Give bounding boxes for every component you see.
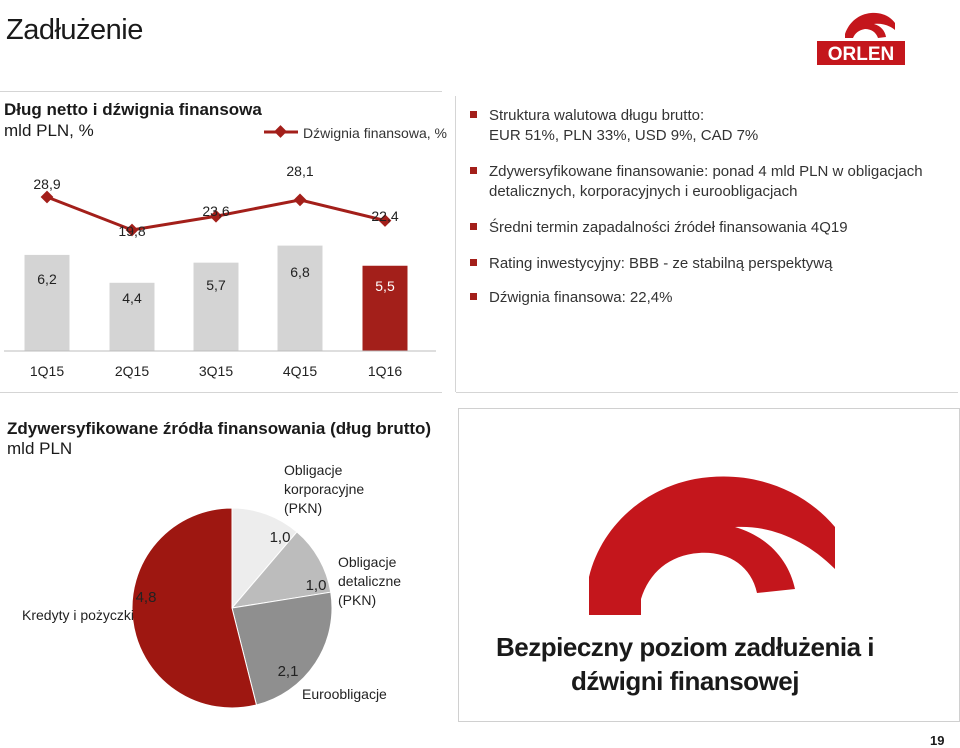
bullet-square-icon <box>470 167 477 174</box>
summary-headline-line2: dźwigni finansowej <box>571 666 799 696</box>
pie-category-label: Kredyty i pożyczki <box>22 607 134 623</box>
leverage-point <box>125 223 139 237</box>
page-number: 19 <box>930 733 945 748</box>
summary-headline-line1: Bezpieczny poziom zadłużenia i <box>496 632 874 662</box>
top-divider <box>0 91 442 92</box>
pie-slice-3 <box>231 591 333 706</box>
leverage-value-label: 23,6 <box>202 203 229 219</box>
pie-value-label: 2,1 <box>278 663 299 680</box>
orlen-logo-text: ORLEN <box>828 44 895 65</box>
leverage-point <box>40 190 54 204</box>
leverage-value-label: 28,1 <box>286 163 313 179</box>
chart2-title: Zdywersyfikowane źródła finansowania (dł… <box>7 419 432 438</box>
bullet-text: Rating inwestycyjny: BBB - ze stabilną p… <box>489 255 833 272</box>
chart1-legend-marker <box>264 125 298 138</box>
summary-box <box>458 408 960 722</box>
category-label: 1Q15 <box>30 363 64 379</box>
pie-value-label: 1,0 <box>306 577 327 594</box>
pie-category-label: Obligacje <box>284 462 343 478</box>
bullet-square-icon <box>470 293 477 300</box>
bullet-square-icon <box>470 259 477 266</box>
pie-value-label: 4,8 <box>136 589 157 606</box>
pie-category-label: detaliczne <box>338 573 401 589</box>
orlen-logo-bar <box>817 41 905 65</box>
bullet-text: Struktura walutowa długu brutto: <box>489 107 705 124</box>
mid-divider <box>0 392 442 393</box>
category-label: 2Q15 <box>115 363 149 379</box>
debt-leverage-chart: 6,2 4,4 5,7 6,8 5,5 28,9 19,8 23,6 28,1 22,4 1Q15 2… <box>4 163 436 379</box>
pie-slice-0 <box>131 507 258 709</box>
pie-category-label: Obligacje <box>338 554 397 570</box>
pie-category-label: (PKN) <box>338 592 376 608</box>
chart1-title: Dług netto i dźwignia finansowa <box>4 100 262 119</box>
leverage-point <box>293 193 307 207</box>
category-label: 1Q16 <box>368 363 402 379</box>
bar-1Q15 <box>24 254 70 351</box>
bar-4Q15 <box>277 245 323 351</box>
pie-slice-1 <box>231 507 298 610</box>
orlen-eagle-icon <box>845 12 895 38</box>
bullet-text: Średni termin zapadalności źródeł finans… <box>489 219 848 236</box>
bar-value-label: 6,8 <box>290 264 310 280</box>
bullet-text: detalicznych, korporacyjnych i eurooblig… <box>489 183 798 200</box>
bar-value-label: 4,4 <box>122 290 142 306</box>
bullet-text: Dźwignia finansowa: 22,4% <box>489 289 673 306</box>
category-label: 4Q15 <box>283 363 317 379</box>
bar-value-label: 6,2 <box>37 271 57 287</box>
bar-value-label: 5,5 <box>375 278 395 294</box>
vertical-divider <box>455 96 456 392</box>
page-title: Zadłużenie <box>6 14 143 46</box>
bullet-square-icon <box>470 111 477 118</box>
leverage-value-label: 28,9 <box>33 176 60 192</box>
bar-3Q15 <box>193 262 239 351</box>
chart2-subtitle: mld PLN <box>7 439 73 458</box>
orlen-logo: ORLEN <box>817 12 905 65</box>
mid-divider-right <box>456 392 958 393</box>
bar-value-label: 5,7 <box>206 277 226 293</box>
leverage-value-label: 19,8 <box>118 223 145 239</box>
pie-value-label: 1,0 <box>270 529 291 546</box>
bullet-text: EUR 51%, PLN 33%, USD 9%, CAD 7% <box>489 127 759 144</box>
leverage-value-label: 22,4 <box>371 208 398 224</box>
pie-slice-2 <box>230 531 332 609</box>
bullet-square-icon <box>470 223 477 230</box>
category-label: 3Q15 <box>199 363 233 379</box>
pie-category-label: korporacyjne <box>284 481 364 497</box>
leverage-point <box>209 209 223 223</box>
pie-category-label: (PKN) <box>284 500 322 516</box>
bullet-text: Zdywersyfikowane finansowanie: ponad 4 m… <box>489 163 923 180</box>
pie-category-label: Euroobligacje <box>302 686 387 702</box>
summary-headline: Bezpieczny poziom zadłużenia i dźwigni f… <box>470 630 900 698</box>
orlen-eagle-watermark-icon <box>589 476 835 615</box>
bar-1Q16 <box>362 265 408 351</box>
leverage-point <box>378 214 392 227</box>
chart1-legend-label: Dźwignia finansowa, % <box>303 125 447 141</box>
chart1-subtitle: mld PLN, % <box>4 121 94 140</box>
bar-2Q15 <box>109 282 155 351</box>
